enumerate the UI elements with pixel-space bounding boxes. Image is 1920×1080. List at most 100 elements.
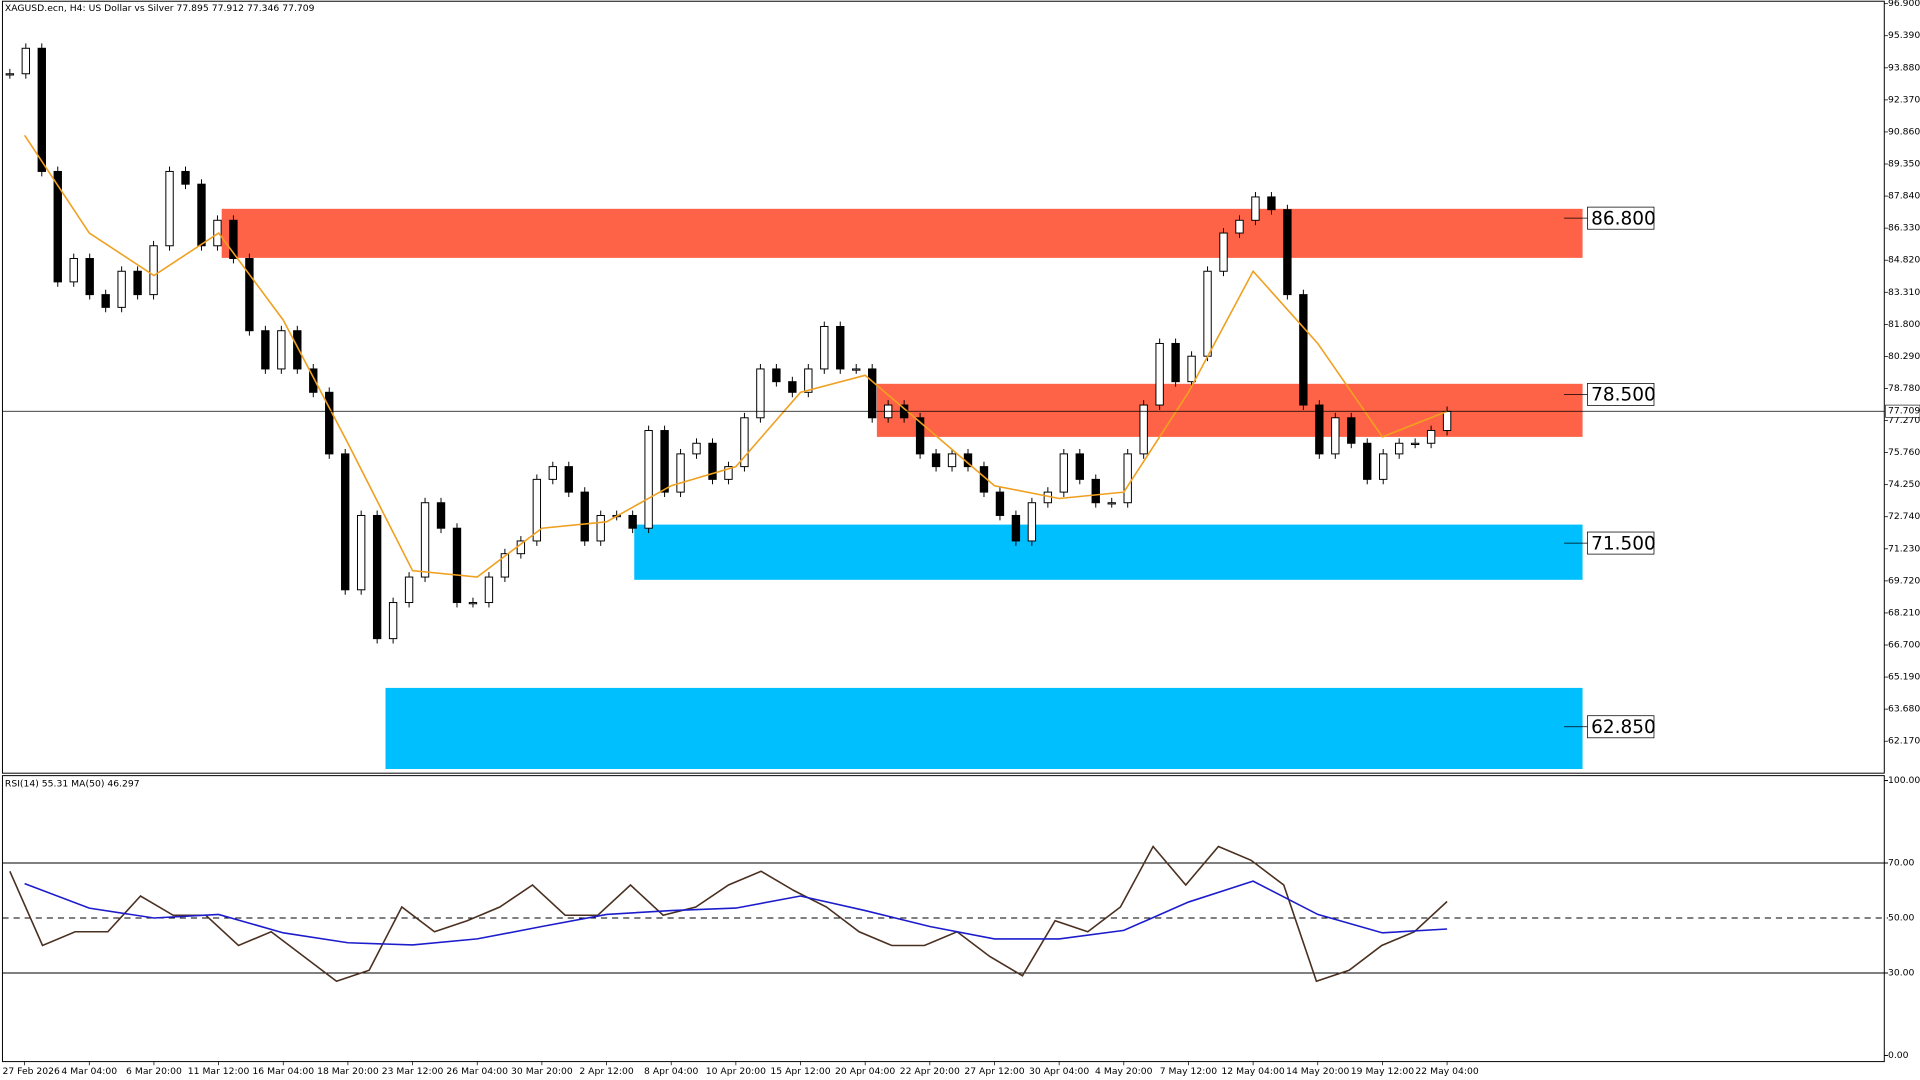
candle xyxy=(197,183,206,247)
y-tick-label: 90.860 xyxy=(1888,126,1920,137)
y-tick-label: 62.170 xyxy=(1888,736,1920,747)
candle xyxy=(229,219,238,260)
y-tick-label: 70.00 xyxy=(1888,858,1915,869)
candle xyxy=(1410,442,1420,445)
candle xyxy=(468,602,478,605)
candle xyxy=(947,453,957,468)
zone xyxy=(385,687,1583,770)
candle xyxy=(484,576,494,604)
candle xyxy=(772,368,781,383)
candle xyxy=(1394,442,1404,455)
candle xyxy=(341,453,350,591)
x-tick-label: 26 Mar 04:00 xyxy=(446,1066,508,1077)
x-tick-label: 4 May 20:00 xyxy=(1095,1066,1153,1077)
candle xyxy=(1059,453,1069,493)
y-tick-label: 71.230 xyxy=(1888,543,1920,554)
candle xyxy=(1139,404,1148,455)
candle xyxy=(1203,270,1212,357)
x-tick-label: 16 Mar 04:00 xyxy=(252,1066,314,1077)
candle xyxy=(149,245,158,296)
rsi-title: RSI(14) 55.31 MA(50) 46.297 xyxy=(5,779,140,790)
candle xyxy=(53,170,62,283)
y-tick-label: 78.780 xyxy=(1888,383,1920,394)
candle xyxy=(1315,404,1324,455)
candle xyxy=(804,368,813,393)
x-tick-label: 20 Apr 04:00 xyxy=(835,1066,895,1077)
candle xyxy=(37,47,46,172)
candle xyxy=(21,47,31,75)
candle xyxy=(325,391,334,455)
candle xyxy=(293,330,302,370)
x-tick-label: 19 May 12:00 xyxy=(1351,1066,1414,1077)
candle xyxy=(820,325,829,370)
candle xyxy=(660,430,669,493)
candle xyxy=(85,258,94,296)
x-tick-label: 4 Mar 04:00 xyxy=(61,1066,117,1077)
y-tick-label: 92.370 xyxy=(1888,94,1920,105)
candle xyxy=(1075,453,1084,480)
candle xyxy=(868,368,877,419)
y-tick-label: 95.390 xyxy=(1888,30,1920,41)
candle xyxy=(1187,355,1196,383)
y-tick-label: 65.190 xyxy=(1888,672,1920,683)
moving-average xyxy=(23,134,1448,578)
candle xyxy=(1426,430,1436,444)
x-tick-label: 23 Mar 12:00 xyxy=(382,1066,444,1077)
y-tick-label: 63.680 xyxy=(1888,704,1920,715)
y-tick-label: 87.840 xyxy=(1888,191,1920,202)
candle xyxy=(724,466,733,480)
zone-label: 62.850 xyxy=(1591,717,1656,738)
candle xyxy=(277,330,286,370)
x-tick-label: 27 Apr 12:00 xyxy=(964,1066,1024,1077)
candle xyxy=(1299,294,1308,406)
y-tick-label: 84.820 xyxy=(1888,255,1920,266)
x-tick-label: 12 May 04:00 xyxy=(1221,1066,1284,1077)
y-tick-label: 77.270 xyxy=(1888,415,1920,426)
candle xyxy=(740,417,749,468)
y-tick-label: 100.00 xyxy=(1888,775,1920,786)
x-tick-label: 2 Apr 12:00 xyxy=(579,1066,633,1077)
x-tick-label: 8 Apr 04:00 xyxy=(644,1066,698,1077)
candle xyxy=(676,453,685,493)
candle xyxy=(372,514,382,640)
x-tick-label: 14 May 20:00 xyxy=(1286,1066,1349,1077)
candle xyxy=(388,602,398,640)
candle xyxy=(181,170,190,185)
candle xyxy=(692,442,701,455)
candle xyxy=(436,502,446,529)
y-tick-label: 80.290 xyxy=(1888,351,1920,362)
y-tick-label: 50.00 xyxy=(1888,913,1915,924)
zone-label: 71.500 xyxy=(1591,533,1656,554)
x-tick-label: 15 Apr 12:00 xyxy=(770,1066,830,1077)
y-tick-label: 93.880 xyxy=(1888,62,1920,73)
rsi-line xyxy=(9,845,1448,983)
x-tick-label: 27 Feb 2026 xyxy=(2,1066,60,1077)
x-tick-label: 6 Mar 20:00 xyxy=(126,1066,182,1077)
candle xyxy=(548,466,557,480)
candle xyxy=(1363,442,1372,480)
candle xyxy=(404,576,414,604)
x-tick-label: 11 Mar 12:00 xyxy=(188,1066,250,1077)
candle xyxy=(1442,410,1452,432)
x-tick-label: 30 Apr 04:00 xyxy=(1029,1066,1089,1077)
candle xyxy=(1155,342,1164,406)
candle xyxy=(1027,502,1037,542)
x-tick-label: 7 May 12:00 xyxy=(1160,1066,1218,1077)
candle xyxy=(500,553,510,578)
candle xyxy=(995,491,1005,516)
y-tick-label: 89.350 xyxy=(1888,159,1920,170)
candle xyxy=(1267,196,1276,211)
x-tick-label: 10 Apr 20:00 xyxy=(706,1066,766,1077)
candle xyxy=(1347,417,1356,444)
candle xyxy=(101,294,110,308)
candle xyxy=(5,73,15,76)
y-tick-label: 66.700 xyxy=(1888,640,1920,651)
candle xyxy=(836,325,845,370)
candle xyxy=(1123,453,1132,504)
candle xyxy=(596,514,605,542)
rsi-ma-line xyxy=(24,880,1448,946)
x-tick-label: 18 Mar 20:00 xyxy=(317,1066,379,1077)
zone-label: 86.800 xyxy=(1591,208,1656,229)
candle xyxy=(1107,502,1116,505)
